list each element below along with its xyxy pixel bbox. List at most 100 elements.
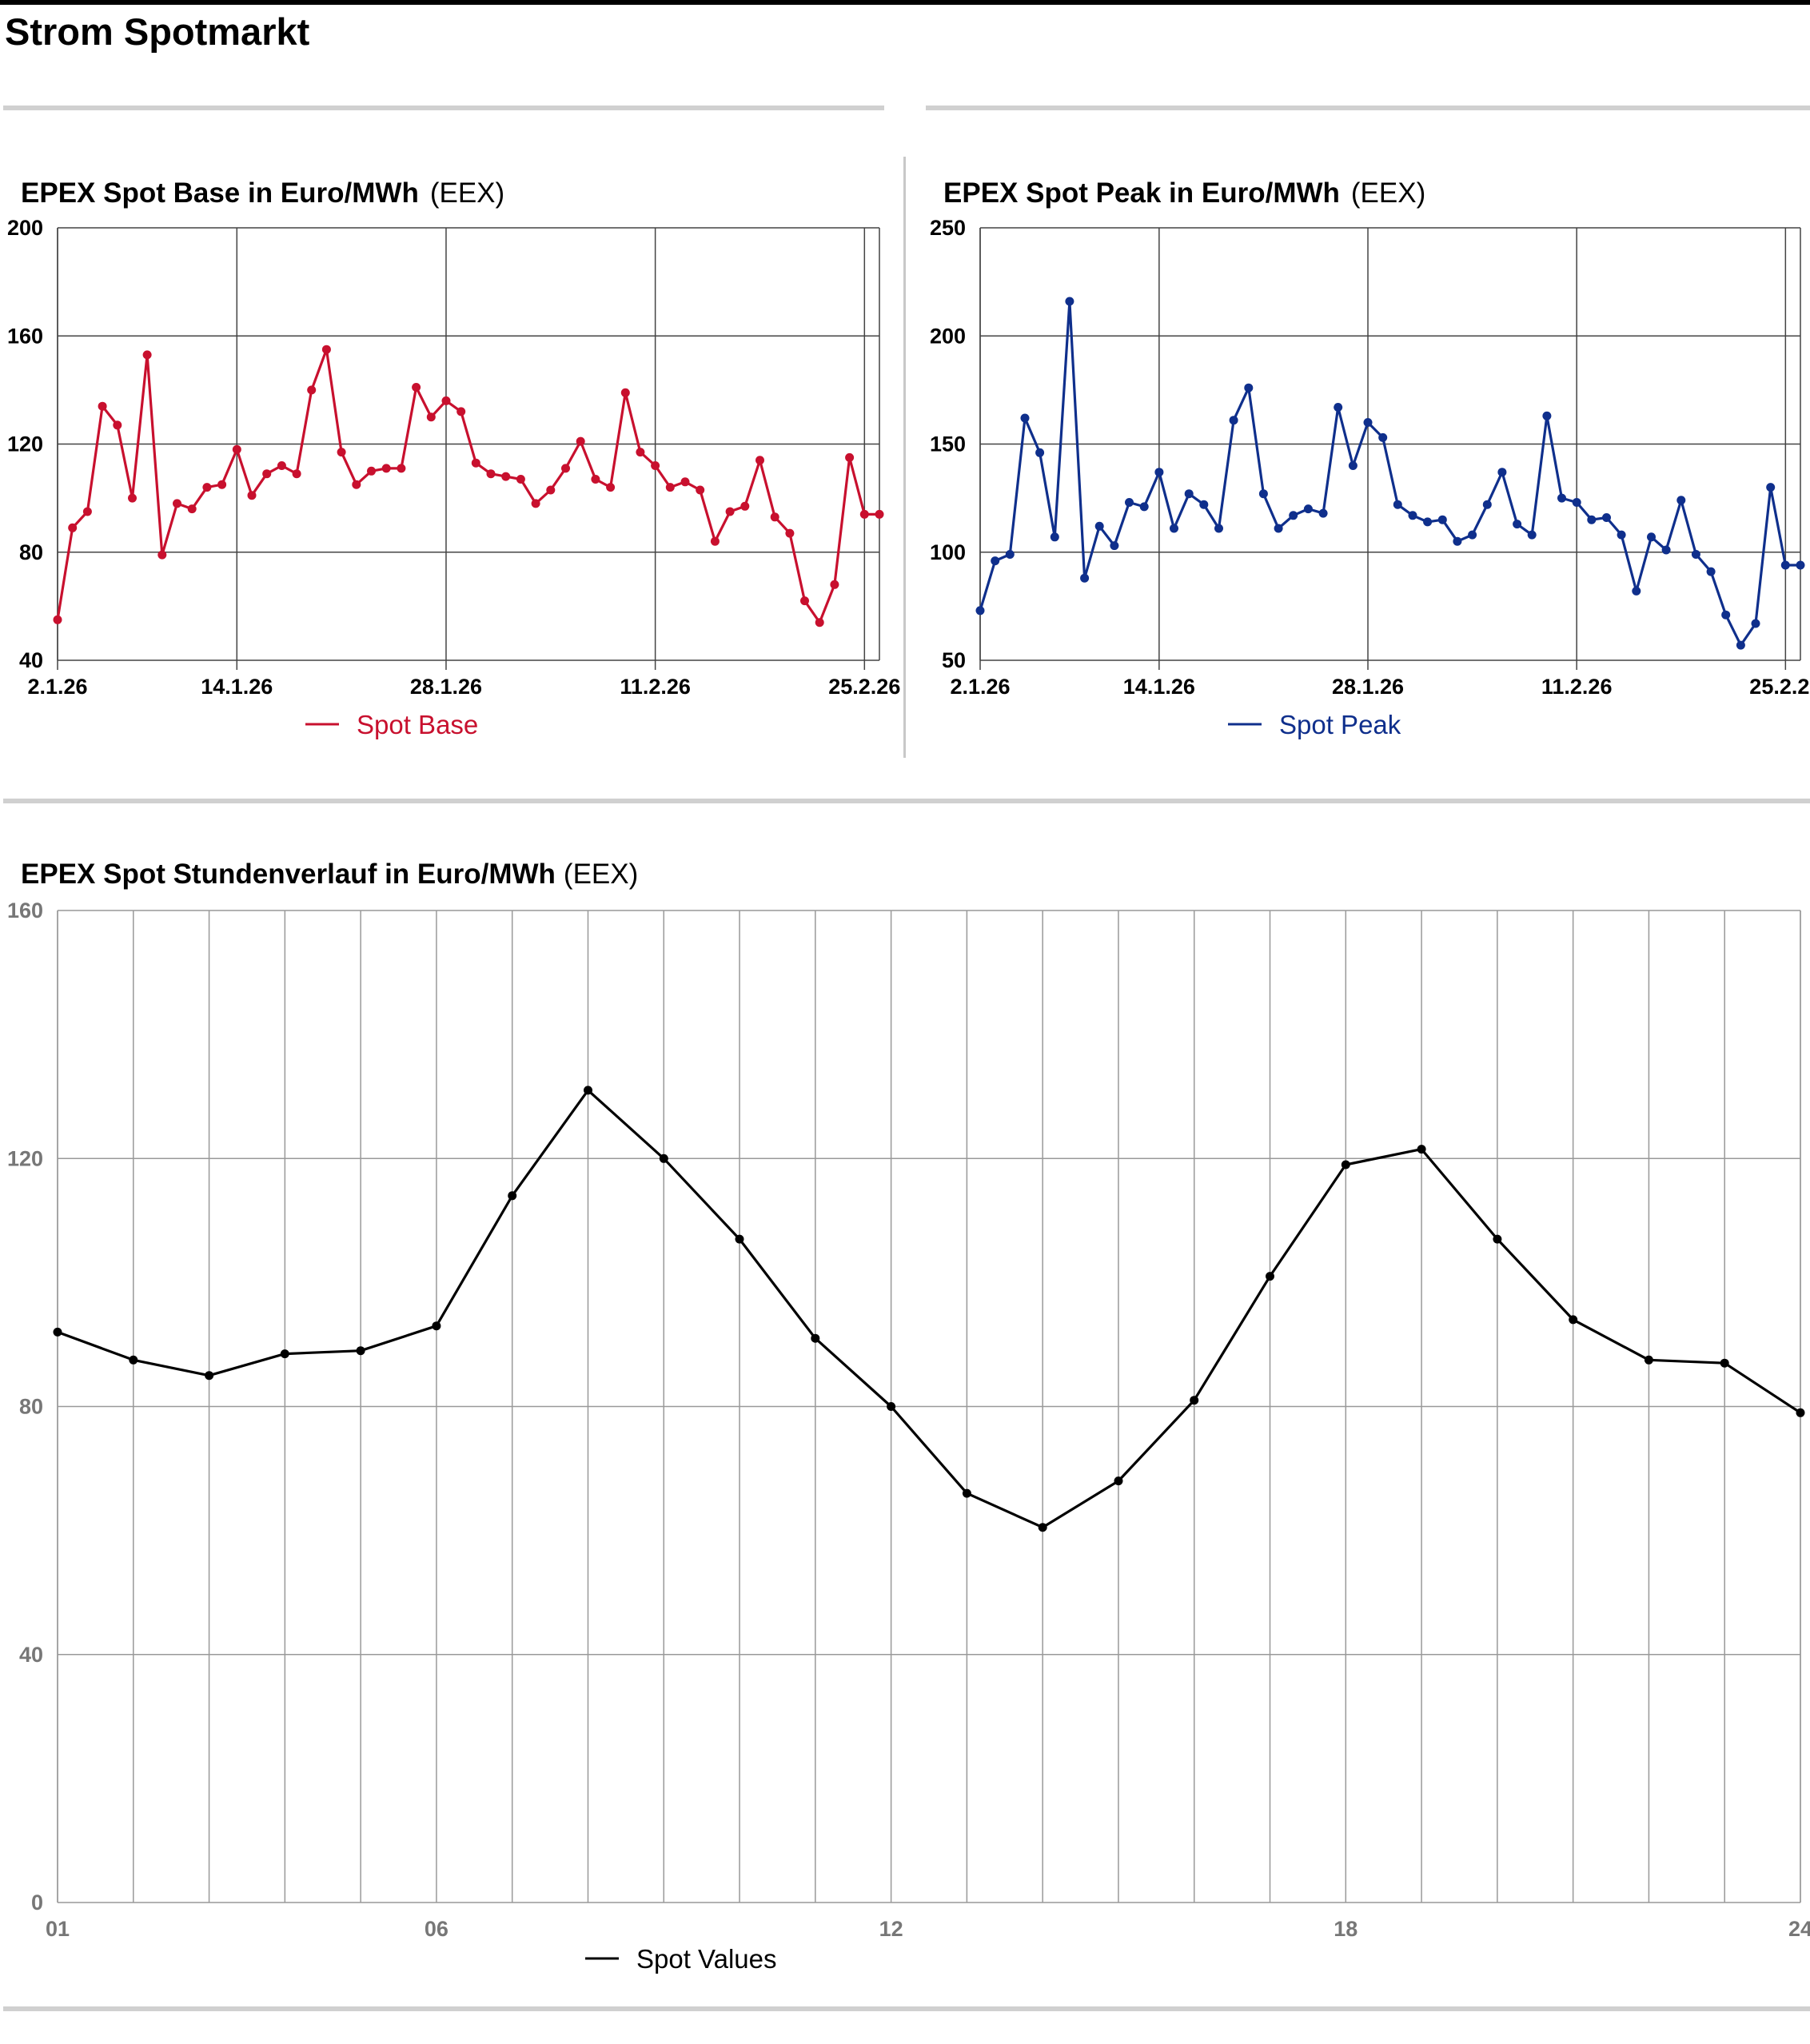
hourly-data-point — [1190, 1396, 1199, 1405]
peak-data-point — [1691, 550, 1700, 559]
hourly-data-point — [811, 1333, 820, 1343]
hourly-data-point — [962, 1488, 971, 1498]
peak-xtick-label: 28.1.26 — [1332, 675, 1404, 699]
base-data-point — [82, 507, 92, 516]
base-data-point — [128, 493, 137, 503]
hourly-data-point — [1569, 1315, 1578, 1325]
hourly-data-point — [1720, 1358, 1729, 1368]
peak-data-point — [1736, 640, 1745, 650]
separator-bottom — [3, 2006, 1810, 2011]
peak-data-point — [1751, 619, 1760, 628]
hourly-data-point — [1493, 1234, 1502, 1244]
peak-data-point — [1005, 550, 1015, 559]
top-rule — [0, 0, 1810, 5]
base-data-point — [620, 388, 630, 397]
base-data-point — [859, 509, 869, 519]
peak-data-point — [1110, 541, 1119, 551]
hourly-data-point — [887, 1402, 896, 1411]
hourly-data-point — [584, 1086, 592, 1095]
peak-data-point — [1229, 416, 1238, 425]
peak-data-point — [1513, 520, 1522, 529]
base-data-point — [277, 461, 286, 470]
peak-data-point — [1721, 610, 1731, 620]
hourly-data-point — [1038, 1523, 1047, 1532]
hourly-data-point — [356, 1346, 365, 1356]
peak-chart-title-text: EPEX Spot Peak in Euro/MWh — [943, 177, 1340, 209]
peak-data-point — [1796, 560, 1805, 570]
separator-top-left — [3, 106, 884, 110]
peak-ytick-label: 50 — [942, 648, 966, 672]
base-data-point — [591, 475, 600, 484]
peak-data-point — [1617, 530, 1626, 540]
peak-data-point — [1154, 468, 1164, 477]
peak-data-point — [1258, 489, 1268, 499]
base-ytick-label: 200 — [7, 216, 43, 240]
peak-data-point — [1050, 532, 1059, 542]
hourly-data-point — [1417, 1145, 1426, 1154]
hourly-data-point — [129, 1355, 138, 1365]
peak-ytick-label: 200 — [930, 324, 966, 348]
peak-data-point — [1587, 515, 1597, 524]
peak-xtick-label: 25.2.26 — [1749, 675, 1810, 699]
base-xtick-label: 25.2.26 — [828, 675, 900, 699]
hourly-chart-title: EPEX Spot Stundenverlauf in Euro/MWh (EEX… — [21, 859, 638, 891]
base-data-point — [770, 512, 779, 522]
base-data-point — [307, 385, 317, 395]
peak-data-point — [1094, 521, 1104, 531]
base-data-point — [367, 466, 376, 476]
base-data-point — [202, 483, 212, 492]
peak-data-point — [1647, 532, 1656, 542]
peak-data-point — [1080, 573, 1090, 583]
base-data-point — [531, 499, 540, 508]
peak-data-point — [1303, 504, 1313, 514]
peak-data-point — [1497, 468, 1507, 477]
peak-legend-label: Spot Peak — [1279, 710, 1401, 739]
peak-xtick-label: 11.2.26 — [1541, 675, 1613, 699]
base-data-point — [546, 485, 556, 495]
base-data-point — [471, 458, 480, 468]
base-data-point — [397, 464, 406, 473]
base-legend-label: Spot Base — [357, 710, 478, 739]
hourly-ytick-label: 160 — [7, 898, 43, 922]
peak-data-point — [1602, 513, 1611, 522]
peak-xtick-label: 14.1.26 — [1123, 675, 1195, 699]
base-data-point — [352, 480, 361, 489]
base-data-point — [561, 464, 570, 473]
base-data-point — [262, 469, 272, 479]
peak-data-point — [1393, 500, 1402, 509]
hourly-ytick-label: 120 — [7, 1146, 43, 1170]
peak-data-point — [1676, 496, 1686, 505]
peak-data-point — [1170, 524, 1178, 533]
base-data-point — [606, 483, 616, 492]
hourly-data-point — [280, 1349, 289, 1359]
peak-data-point — [1572, 498, 1581, 507]
peak-data-point — [1020, 413, 1030, 423]
base-data-point — [337, 448, 346, 457]
peak-data-point — [1244, 383, 1254, 392]
peak-data-point — [1334, 403, 1343, 412]
base-data-point — [696, 485, 705, 495]
base-data-point — [740, 501, 750, 511]
peak-ytick-label: 250 — [930, 216, 966, 240]
base-data-point — [142, 350, 152, 360]
peak-ytick-label: 150 — [930, 432, 966, 456]
base-data-point — [875, 509, 884, 519]
peak-data-point — [1125, 498, 1134, 507]
base-ytick-label: 120 — [7, 432, 43, 456]
base-data-point — [381, 464, 391, 473]
base-data-point — [800, 596, 809, 606]
peak-data-point — [1766, 483, 1776, 492]
peak-data-point — [1542, 411, 1552, 420]
base-data-point — [680, 477, 690, 487]
peak-data-point — [1199, 500, 1209, 509]
base-data-point — [725, 507, 735, 516]
hourly-chart-title-text: EPEX Spot Stundenverlauf in Euro/MWh — [21, 859, 556, 890]
base-xtick-label: 28.1.26 — [410, 675, 482, 699]
peak-data-point — [991, 556, 1000, 566]
base-data-point — [501, 472, 511, 481]
base-data-point — [187, 504, 197, 514]
hourly-ytick-label: 0 — [31, 1891, 43, 1915]
hourly-data-point — [508, 1191, 517, 1201]
